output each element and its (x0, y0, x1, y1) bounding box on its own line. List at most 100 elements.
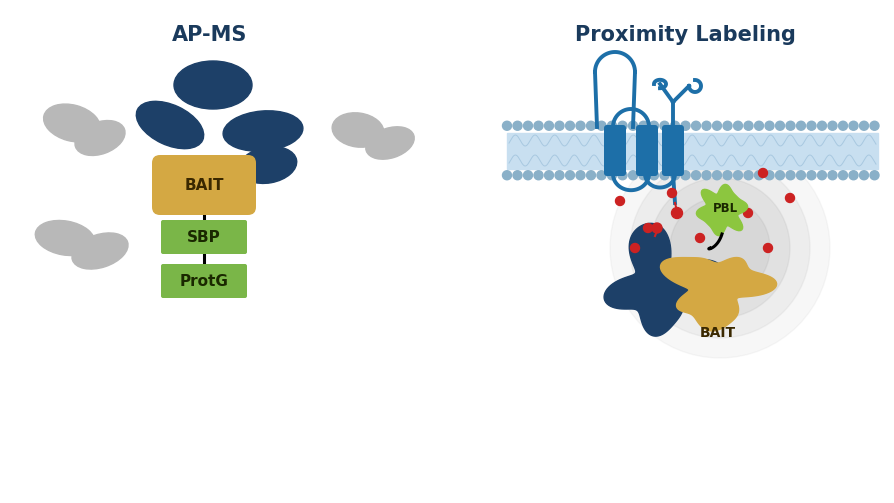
Text: BAIT: BAIT (184, 178, 224, 193)
Circle shape (713, 171, 721, 180)
FancyBboxPatch shape (604, 125, 626, 176)
Polygon shape (604, 223, 723, 336)
Ellipse shape (366, 127, 414, 159)
Circle shape (817, 121, 826, 130)
Circle shape (576, 121, 585, 130)
Circle shape (723, 171, 732, 180)
Circle shape (502, 171, 511, 180)
Circle shape (849, 171, 858, 180)
FancyBboxPatch shape (662, 125, 684, 176)
Circle shape (670, 198, 770, 298)
Ellipse shape (136, 101, 204, 149)
Circle shape (608, 171, 617, 180)
Circle shape (670, 121, 679, 130)
Circle shape (849, 121, 858, 130)
Circle shape (618, 171, 627, 180)
Circle shape (828, 121, 837, 130)
Bar (507, 132, 878, 169)
Circle shape (534, 171, 543, 180)
Circle shape (786, 194, 795, 203)
Text: AP-MS: AP-MS (173, 25, 248, 45)
Circle shape (681, 171, 690, 180)
Circle shape (671, 208, 682, 218)
Circle shape (608, 121, 617, 130)
Polygon shape (696, 185, 747, 235)
Circle shape (597, 171, 606, 180)
Circle shape (610, 138, 830, 358)
FancyBboxPatch shape (161, 220, 247, 254)
Text: ProtG: ProtG (180, 274, 229, 289)
Circle shape (534, 121, 543, 130)
Circle shape (576, 171, 585, 180)
Circle shape (763, 243, 772, 253)
Circle shape (744, 209, 753, 217)
Circle shape (544, 121, 553, 130)
Circle shape (765, 171, 774, 180)
Circle shape (839, 171, 848, 180)
Ellipse shape (44, 104, 100, 142)
Circle shape (650, 178, 790, 318)
Circle shape (630, 158, 810, 338)
Circle shape (859, 171, 868, 180)
Circle shape (870, 121, 879, 130)
Circle shape (786, 171, 795, 180)
Circle shape (630, 243, 639, 253)
Circle shape (797, 171, 805, 180)
Circle shape (566, 171, 575, 180)
Circle shape (597, 121, 606, 130)
Circle shape (807, 171, 816, 180)
Circle shape (702, 121, 711, 130)
Circle shape (660, 171, 669, 180)
Circle shape (744, 171, 753, 180)
Circle shape (639, 171, 648, 180)
Circle shape (618, 121, 627, 130)
Circle shape (733, 171, 743, 180)
Circle shape (723, 121, 732, 130)
Circle shape (586, 121, 595, 130)
Circle shape (797, 121, 805, 130)
Circle shape (870, 171, 879, 180)
Circle shape (644, 223, 653, 232)
Circle shape (555, 121, 564, 130)
Ellipse shape (240, 146, 297, 184)
FancyBboxPatch shape (161, 264, 247, 298)
Circle shape (755, 121, 763, 130)
Circle shape (668, 189, 677, 198)
Text: PBL: PBL (713, 202, 738, 214)
Ellipse shape (174, 61, 252, 109)
Circle shape (555, 171, 564, 180)
Circle shape (755, 171, 763, 180)
Circle shape (696, 233, 704, 242)
Text: Proximity Labeling: Proximity Labeling (575, 25, 796, 45)
Circle shape (586, 171, 595, 180)
Ellipse shape (75, 121, 125, 155)
Text: SBP: SBP (187, 229, 221, 244)
Circle shape (817, 171, 826, 180)
Circle shape (828, 171, 837, 180)
Ellipse shape (333, 113, 384, 147)
Ellipse shape (224, 111, 303, 151)
Circle shape (628, 121, 637, 130)
Circle shape (839, 121, 848, 130)
Polygon shape (661, 258, 777, 331)
Circle shape (775, 171, 785, 180)
Circle shape (691, 171, 701, 180)
Circle shape (744, 121, 753, 130)
Circle shape (691, 121, 701, 130)
Circle shape (859, 121, 868, 130)
Circle shape (758, 169, 768, 178)
Circle shape (652, 223, 662, 233)
Circle shape (502, 121, 511, 130)
Circle shape (628, 171, 637, 180)
Circle shape (524, 121, 533, 130)
Circle shape (650, 171, 659, 180)
Circle shape (765, 121, 774, 130)
Circle shape (775, 121, 785, 130)
Circle shape (615, 197, 625, 206)
Circle shape (713, 121, 721, 130)
Circle shape (660, 121, 669, 130)
FancyBboxPatch shape (152, 155, 256, 215)
Ellipse shape (35, 220, 95, 256)
Circle shape (733, 121, 743, 130)
Circle shape (566, 121, 575, 130)
